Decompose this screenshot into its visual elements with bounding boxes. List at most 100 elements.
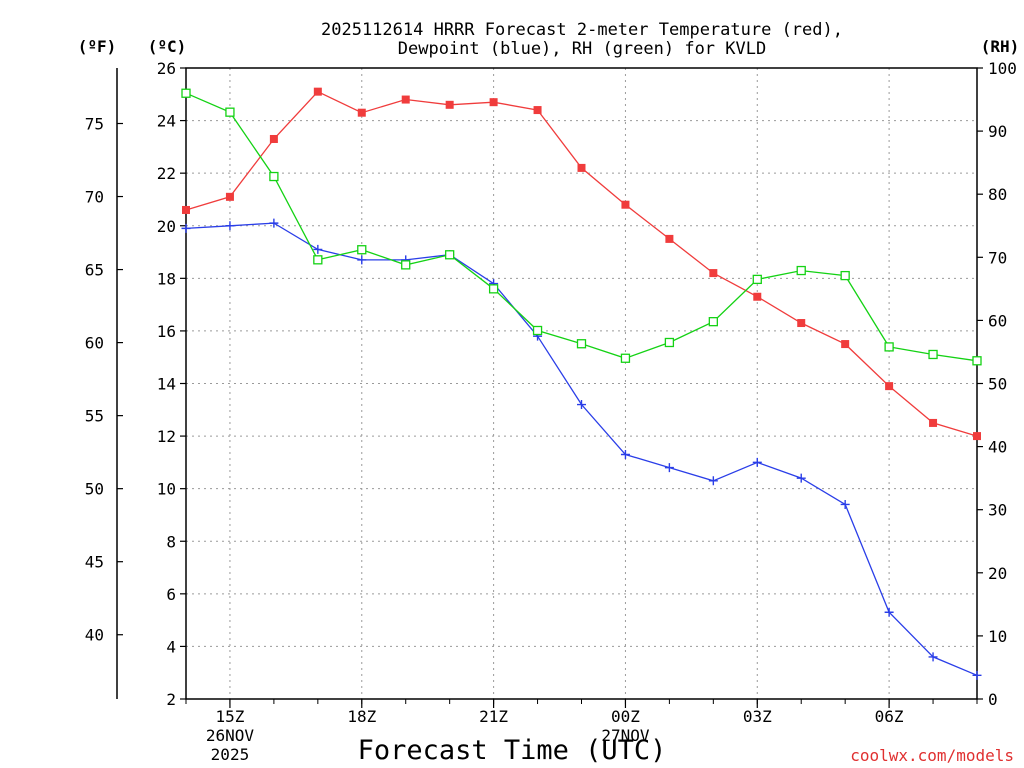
rh-point — [357, 245, 367, 255]
temperature-point — [533, 106, 542, 115]
celsius-tick-label: 26 — [157, 59, 176, 78]
temperature-point — [357, 108, 366, 117]
dewpoint-point — [269, 218, 279, 228]
rh-tick-label: 20 — [988, 564, 1007, 583]
dewpoint-point — [928, 652, 938, 662]
temperature-point — [929, 418, 938, 427]
celsius-tick-label: 24 — [157, 112, 176, 131]
rh-point — [928, 349, 938, 360]
celsius-unit-label: (ºC) — [148, 37, 187, 56]
rh-point — [401, 260, 411, 270]
axes: 2468101214161820222426404550556065707501… — [85, 59, 1017, 764]
temperature-point — [621, 200, 630, 209]
rh-point — [181, 88, 191, 98]
dewpoint-point — [577, 400, 586, 410]
celsius-tick-label: 22 — [157, 164, 176, 183]
rh-line — [185, 92, 978, 362]
temperature-point — [841, 340, 850, 349]
temperature-point — [313, 87, 322, 96]
dewpoint-point — [664, 463, 674, 473]
celsius-tick-label: 4 — [166, 637, 176, 656]
x-axis-label: Forecast Time (UTC) — [358, 735, 667, 766]
dewpoint-line — [185, 222, 978, 676]
temperature-point — [182, 205, 190, 214]
dewpoint-point — [752, 457, 762, 467]
grid-lines — [186, 68, 977, 699]
temperature-point — [401, 95, 410, 104]
rh-point — [884, 342, 894, 352]
celsius-tick-label: 2 — [166, 690, 176, 709]
rh-point — [488, 284, 499, 294]
x-tick-label: 26NOV — [206, 726, 255, 745]
rh-tick-label: 10 — [988, 627, 1007, 646]
chart-title-line2: Dewpoint (blue), RH (green) for KVLD — [398, 39, 766, 59]
celsius-tick-label: 8 — [166, 532, 176, 551]
x-tick-label: 03Z — [743, 707, 772, 726]
temperature-point — [797, 319, 806, 328]
dewpoint-point — [796, 473, 806, 483]
fahrenheit-tick-label: 60 — [85, 334, 104, 353]
data-series — [181, 87, 982, 680]
temperature-point — [665, 234, 674, 243]
x-tick-label: 27NOV — [601, 726, 650, 745]
dewpoint-point — [972, 670, 982, 680]
rh-point — [972, 356, 982, 366]
celsius-tick-label: 18 — [157, 269, 176, 288]
celsius-tick-label: 12 — [157, 427, 176, 446]
x-tick-label: 06Z — [875, 707, 904, 726]
fahrenheit-tick-label: 45 — [85, 553, 104, 572]
rh-point — [313, 255, 323, 265]
dewpoint-point — [313, 244, 323, 254]
x-tick-label: 21Z — [479, 707, 508, 726]
fahrenheit-tick-label: 70 — [85, 188, 104, 207]
rh-point — [664, 337, 675, 348]
rh-point — [532, 325, 543, 336]
rh-point — [620, 353, 631, 363]
x-tick-label: 15Z — [215, 707, 244, 726]
x-tick-label: 18Z — [347, 707, 376, 726]
dewpoint-point — [884, 607, 894, 617]
dewpoint-point — [620, 449, 630, 459]
rh-tick-label: 90 — [988, 122, 1007, 141]
fahrenheit-tick-label: 40 — [85, 626, 104, 645]
celsius-tick-label: 14 — [157, 375, 176, 394]
rh-tick-label: 80 — [988, 185, 1007, 204]
rh-point — [708, 317, 718, 327]
rh-tick-label: 0 — [988, 690, 998, 709]
rh-tick-label: 50 — [988, 375, 1007, 394]
dewpoint-point — [840, 499, 850, 509]
celsius-tick-label: 20 — [157, 217, 176, 236]
fahrenheit-unit-label: (ºF) — [78, 37, 117, 56]
celsius-tick-label: 16 — [157, 322, 176, 341]
x-tick-label: 2025 — [211, 745, 250, 764]
temperature-point — [225, 192, 234, 201]
rh-point — [796, 265, 806, 276]
rh-point — [269, 171, 279, 182]
temperature-point — [577, 163, 586, 172]
rh-tick-label: 60 — [988, 311, 1007, 330]
rh-tick-label: 100 — [988, 59, 1017, 78]
fahrenheit-tick-label: 50 — [85, 480, 104, 499]
rh-unit-label: (RH) — [981, 37, 1020, 56]
temperature-point — [445, 100, 454, 109]
temperature-point — [753, 292, 762, 301]
celsius-tick-label: 10 — [157, 480, 176, 499]
rh-tick-label: 40 — [988, 438, 1007, 457]
dewpoint-point — [181, 223, 191, 233]
dewpoint-point — [357, 255, 367, 265]
rh-point — [840, 270, 850, 281]
rh-point — [225, 107, 235, 117]
temperature-point — [973, 432, 981, 441]
dewpoint-point — [708, 476, 718, 486]
dewpoint-point — [225, 221, 235, 231]
temperature-point — [709, 269, 718, 278]
fahrenheit-tick-label: 65 — [85, 261, 104, 280]
rh-point — [576, 339, 587, 349]
chart-title-line1: 2025112614 HRRR Forecast 2-meter Tempera… — [321, 20, 843, 40]
credit-label: coolwx.com/models — [850, 746, 1014, 765]
fahrenheit-tick-label: 75 — [85, 115, 104, 134]
x-tick-label: 00Z — [611, 707, 640, 726]
rh-tick-label: 70 — [988, 248, 1007, 267]
temperature-point — [489, 98, 498, 107]
